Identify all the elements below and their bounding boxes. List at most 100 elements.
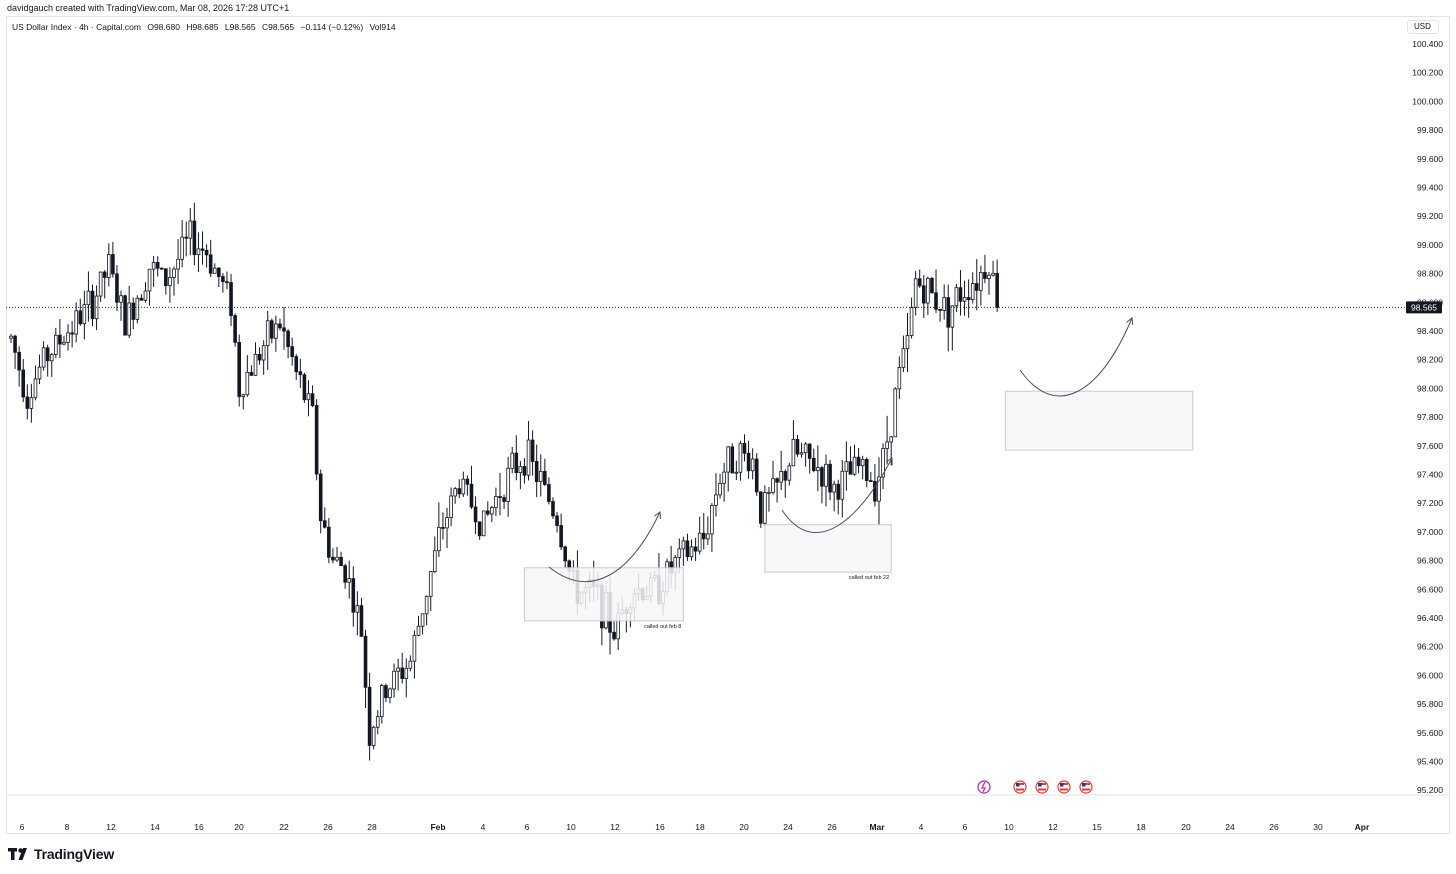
candle-body: [763, 492, 767, 524]
candle-body: [909, 307, 914, 336]
events-layer: [977, 780, 1093, 794]
candle-body: [115, 273, 119, 303]
candle-body: [253, 353, 258, 376]
candle-body: [759, 491, 763, 524]
candle-body: [371, 726, 376, 746]
us-flag-event-icon: [1057, 780, 1071, 794]
candle-body: [816, 467, 820, 472]
candle-body: [17, 351, 21, 371]
candle-body: [139, 297, 144, 301]
candle-body: [962, 297, 967, 302]
candle-body: [970, 283, 975, 301]
candle-body: [746, 452, 751, 472]
chart-frame: [6, 16, 1450, 834]
candle-body: [922, 285, 926, 304]
candle-body: [836, 483, 841, 500]
candle-body: [547, 484, 551, 502]
candle-body: [873, 480, 877, 502]
candle-body: [98, 271, 103, 297]
time-tick-label: 4: [481, 822, 486, 832]
candle-body: [286, 330, 290, 348]
candle-body: [750, 458, 755, 472]
candle-body: [677, 548, 682, 558]
candle-body: [172, 268, 176, 278]
candle-body: [229, 282, 233, 317]
us-flag-event-icon: [1013, 780, 1027, 794]
candle-body: [983, 272, 987, 279]
candle-body: [74, 310, 79, 335]
candle-body: [518, 466, 523, 473]
last-price-layer: 98.565: [6, 301, 1442, 314]
candle-body: [775, 478, 779, 483]
candle-body: [33, 378, 38, 399]
candle-body: [54, 334, 58, 355]
candle-body: [685, 540, 690, 558]
annotations-layer: called out feb 8 called out feb 22: [523, 317, 1194, 630]
candles-layer: [9, 202, 999, 761]
zone-label: called out feb 8: [644, 624, 681, 630]
candle-body: [481, 510, 486, 537]
candle-body: [722, 471, 726, 484]
time-tick-label: 12: [106, 822, 116, 832]
candle-body: [159, 267, 164, 270]
candle-body: [212, 267, 217, 274]
us-flag-event-icon: [1079, 780, 1093, 794]
time-tick-label: 18: [695, 822, 705, 832]
brand-logo[interactable]: TradingView: [8, 846, 114, 862]
candle-body: [41, 347, 46, 368]
candle-body: [237, 341, 242, 397]
candle-body: [408, 660, 413, 669]
price-tick-label: 96.400: [1417, 613, 1443, 623]
candle-body: [828, 463, 832, 493]
price-tick-label: 98.200: [1417, 355, 1443, 365]
candle-body: [820, 467, 824, 487]
candle-body: [856, 456, 861, 467]
ohlc-high: H98.685: [186, 22, 219, 32]
price-tick-label: 100.000: [1412, 96, 1443, 106]
candle-body: [428, 571, 433, 597]
candle-body: [901, 348, 906, 368]
candle-body: [437, 527, 441, 552]
candle-body: [530, 439, 535, 462]
time-tick-label: 16: [194, 822, 204, 832]
price-tick-label: 96.600: [1417, 584, 1443, 594]
candle-body: [86, 290, 91, 306]
ohlc-change: −0.114 (−0.12%): [300, 22, 364, 32]
candle-body: [176, 258, 180, 270]
candle-body: [824, 463, 828, 487]
time-tick-label: Mar: [869, 822, 885, 832]
time-tick-label: 14: [150, 822, 160, 832]
last-price-label: 98.565: [1411, 302, 1437, 312]
candle-body: [131, 302, 136, 320]
candle-body: [490, 507, 494, 515]
candle-body: [384, 685, 388, 699]
candle-body: [510, 452, 515, 469]
price-axis: 100.400 100.200 100.000 99.800 99.600 99.400 9…: [1412, 39, 1443, 795]
candle-body: [783, 471, 788, 481]
candle-body: [506, 467, 510, 502]
candle-body: [754, 458, 759, 493]
candle-body: [400, 667, 404, 679]
zone-box: [523, 567, 684, 622]
candle-body: [453, 488, 457, 497]
candle-body: [979, 272, 983, 291]
time-axis: 6 8 12 14 16 20 22 26 28 Feb 4 6 10 12 16 18 20 24 26 Mar 4 6…: [6, 794, 1450, 832]
candle-body: [987, 274, 991, 279]
candle-body: [257, 353, 262, 361]
candle-body: [958, 287, 963, 302]
candle-body: [852, 456, 857, 475]
currency-button[interactable]: USD: [1407, 20, 1439, 34]
candle-body: [738, 442, 743, 473]
candle-body: [37, 366, 42, 380]
symbol-name[interactable]: US Dollar Index · 4h · Capital.com: [12, 22, 141, 32]
candle-body: [343, 565, 347, 583]
candle-body: [791, 439, 796, 467]
time-tick-label: 6: [525, 822, 530, 832]
candle-body: [441, 527, 445, 529]
candle-body: [864, 458, 869, 482]
candle-body: [78, 310, 83, 325]
candle-body: [995, 272, 999, 308]
candle-body: [697, 532, 702, 552]
candle-body: [351, 578, 356, 613]
